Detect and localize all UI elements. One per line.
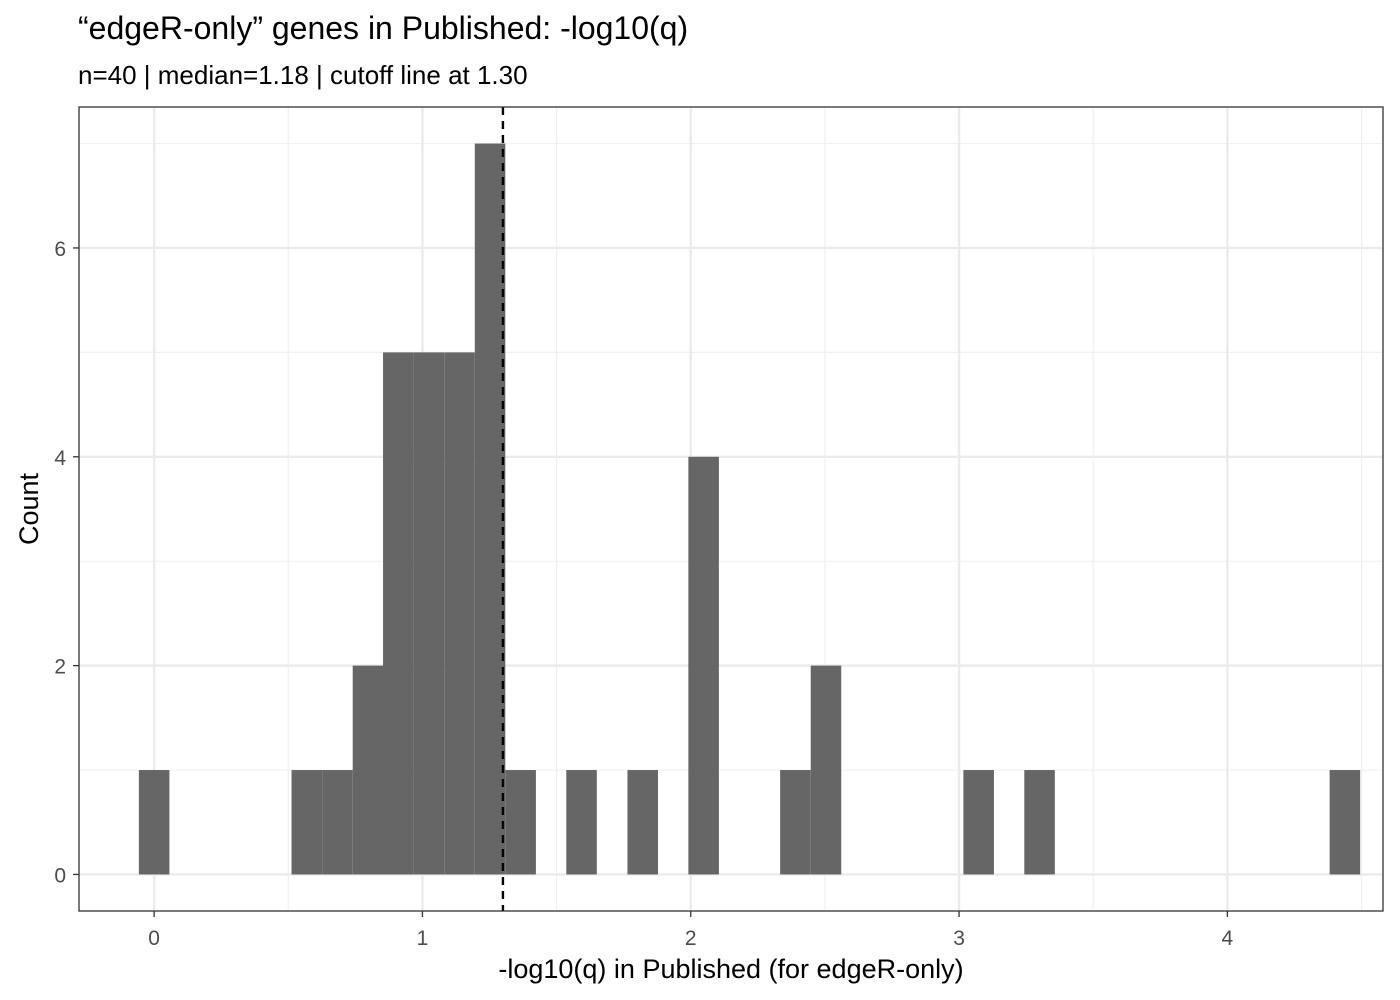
histogram-bar <box>352 665 384 875</box>
histogram-bar <box>1024 770 1055 875</box>
histogram-bar <box>413 352 445 875</box>
y-tick-label: 6 <box>54 238 66 261</box>
plot-panel <box>79 107 1383 911</box>
histogram-bar <box>138 770 170 875</box>
y-tick-label: 0 <box>54 864 66 887</box>
x-tick-label: 3 <box>953 927 965 950</box>
histogram-bar <box>963 770 994 875</box>
histogram-bar <box>444 352 475 875</box>
panel-border <box>78 106 1384 912</box>
x-tick-label: 4 <box>1222 927 1234 950</box>
x-axis-title: -log10(q) in Published (for edgeR-only) <box>498 954 963 984</box>
y-tick-label: 2 <box>54 656 66 679</box>
histogram-bar <box>1329 770 1361 875</box>
histogram-bar <box>474 143 506 875</box>
chart-subtitle: n=40 | median=1.18 | cutoff line at 1.30 <box>78 60 528 90</box>
x-tick-label: 0 <box>148 927 160 950</box>
x-tick-label: 1 <box>417 927 429 950</box>
histogram-bar <box>383 352 414 875</box>
chart-title: “edgeR-only” genes in Published: -log10(… <box>78 10 689 46</box>
histogram-bar <box>780 770 811 875</box>
histogram-bar <box>566 770 597 875</box>
histogram-bar <box>322 770 353 875</box>
y-axis-title: Count <box>14 472 44 545</box>
histogram-bar <box>627 770 658 875</box>
histogram-bar <box>291 770 323 875</box>
histogram-bar <box>505 770 536 875</box>
histogram-bar <box>688 456 719 875</box>
histogram-bar <box>810 665 842 875</box>
y-tick-label: 4 <box>54 447 66 470</box>
x-tick-label: 2 <box>685 927 697 950</box>
